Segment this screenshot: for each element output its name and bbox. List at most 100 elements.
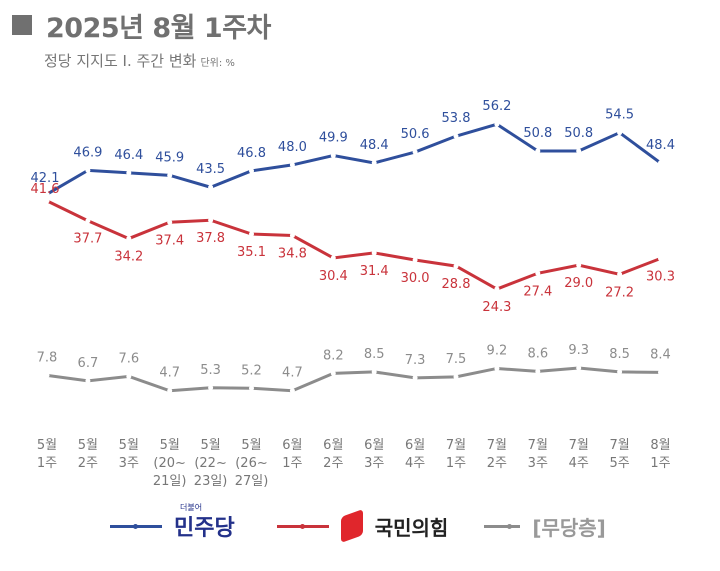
legend-line-ppp bbox=[276, 523, 329, 529]
data-point bbox=[535, 270, 541, 276]
x-tick-line: 5월 bbox=[241, 438, 262, 453]
data-point bbox=[330, 152, 336, 158]
x-tick-label: 5월 1주 bbox=[27, 437, 67, 473]
x-tick-line: 3주 bbox=[527, 456, 548, 471]
legend-dem-label: 민주당 bbox=[174, 516, 235, 541]
data-point bbox=[249, 168, 254, 174]
x-tick-line: 1주 bbox=[36, 456, 58, 471]
dem-logo-small: 더불어 bbox=[180, 503, 203, 512]
x-tick-label: 6월 3주 bbox=[354, 437, 394, 473]
legend-dem: 더불어 민주당 bbox=[174, 503, 235, 542]
data-point bbox=[208, 184, 214, 190]
data-point bbox=[412, 257, 418, 263]
data-label: 46.8 bbox=[237, 146, 266, 161]
data-point bbox=[208, 217, 214, 223]
x-tick-line: 21일) bbox=[152, 474, 187, 489]
data-label: 37.4 bbox=[155, 233, 184, 248]
data-label: 9.2 bbox=[487, 343, 508, 358]
x-tick-line: 5월 bbox=[159, 438, 180, 453]
x-tick-label: 5월 (20~ 21일) bbox=[150, 437, 190, 491]
x-tick-line: 2주 bbox=[77, 456, 98, 471]
data-label: 6.7 bbox=[78, 356, 99, 371]
x-tick-line: 7월 bbox=[568, 438, 589, 453]
data-label: 8.4 bbox=[650, 347, 671, 362]
series-line-1 bbox=[46, 199, 662, 291]
x-tick-line: 5월 bbox=[77, 438, 98, 453]
data-label: 48.4 bbox=[360, 138, 389, 153]
data-point bbox=[126, 170, 132, 176]
data-label: 7.6 bbox=[118, 351, 139, 366]
x-tick-line: 4주 bbox=[568, 456, 589, 471]
data-point bbox=[126, 236, 132, 242]
data-label: 53.8 bbox=[442, 111, 471, 126]
x-tick-label: 7월 2주 bbox=[477, 437, 517, 473]
data-label: 9.3 bbox=[568, 343, 589, 358]
data-label: 28.8 bbox=[442, 277, 471, 292]
data-point bbox=[412, 149, 418, 155]
data-point bbox=[658, 369, 663, 375]
x-tick-line: 7월 bbox=[486, 438, 507, 453]
data-label: 49.9 bbox=[319, 130, 348, 145]
data-point bbox=[453, 133, 459, 139]
data-label: 5.2 bbox=[241, 363, 262, 378]
x-tick-line: 6월 bbox=[282, 438, 303, 453]
data-point bbox=[494, 365, 500, 371]
data-point bbox=[576, 262, 582, 268]
x-tick-line: 6월 bbox=[404, 438, 426, 453]
data-label: 50.6 bbox=[401, 127, 430, 142]
x-tick-line: 1주 bbox=[650, 456, 671, 471]
subtitle-text: 정당 지지도 Ⅰ. 주간 변화 bbox=[44, 52, 197, 70]
data-point bbox=[167, 172, 173, 178]
data-point bbox=[44, 191, 50, 197]
x-tick-label: 7월 5주 bbox=[600, 437, 640, 473]
x-tick-line: 1주 bbox=[282, 456, 303, 471]
data-point bbox=[44, 198, 50, 204]
data-label: 8.6 bbox=[527, 346, 548, 361]
data-label: 30.0 bbox=[401, 271, 430, 286]
data-label: 7.3 bbox=[405, 353, 426, 368]
data-label: 46.9 bbox=[73, 145, 102, 160]
data-label: 37.7 bbox=[73, 232, 102, 247]
data-point bbox=[535, 148, 541, 154]
data-point bbox=[658, 160, 663, 166]
x-tick-label: 5월 3주 bbox=[109, 437, 149, 473]
x-tick-line: 2주 bbox=[486, 456, 507, 471]
x-tick-line: 27일) bbox=[234, 474, 269, 489]
x-tick-line: 5월 bbox=[36, 438, 58, 453]
x-tick-line: 8월 bbox=[650, 438, 671, 453]
x-tick-line: 4주 bbox=[404, 456, 426, 471]
data-label: 7.5 bbox=[446, 352, 467, 367]
x-tick-line: 3주 bbox=[118, 456, 139, 471]
data-label: 48.0 bbox=[278, 140, 307, 155]
x-tick-line: (20~ bbox=[153, 456, 186, 471]
x-tick-line: (26~ bbox=[235, 456, 268, 471]
x-tick-label: 7월 3주 bbox=[518, 437, 558, 473]
x-tick-label: 8월 1주 bbox=[641, 437, 681, 473]
data-point bbox=[289, 388, 295, 394]
x-tick-line: 3주 bbox=[364, 456, 385, 471]
data-point bbox=[330, 370, 336, 376]
data-point bbox=[44, 372, 50, 378]
data-label: 42.1 bbox=[31, 171, 60, 186]
data-label: 27.4 bbox=[523, 284, 552, 299]
x-tick-line: 6월 bbox=[323, 438, 344, 453]
data-point bbox=[453, 374, 459, 380]
data-point bbox=[249, 385, 254, 391]
x-tick-label: 6월 2주 bbox=[313, 437, 353, 473]
data-label: 27.2 bbox=[605, 285, 634, 300]
data-label: 30.3 bbox=[646, 269, 675, 284]
data-point bbox=[494, 121, 500, 127]
data-point bbox=[576, 148, 582, 154]
title-text: 2025년 8월 1주차 bbox=[46, 13, 271, 44]
data-label: 35.1 bbox=[237, 245, 266, 260]
data-point bbox=[208, 385, 214, 391]
data-point bbox=[85, 218, 91, 224]
data-label: 24.3 bbox=[482, 300, 511, 315]
data-point bbox=[371, 369, 377, 375]
data-point bbox=[535, 368, 541, 374]
data-point bbox=[85, 167, 91, 173]
data-label: 46.4 bbox=[114, 148, 143, 163]
ppp-logo-icon bbox=[340, 508, 363, 544]
data-label: 31.4 bbox=[360, 264, 389, 279]
